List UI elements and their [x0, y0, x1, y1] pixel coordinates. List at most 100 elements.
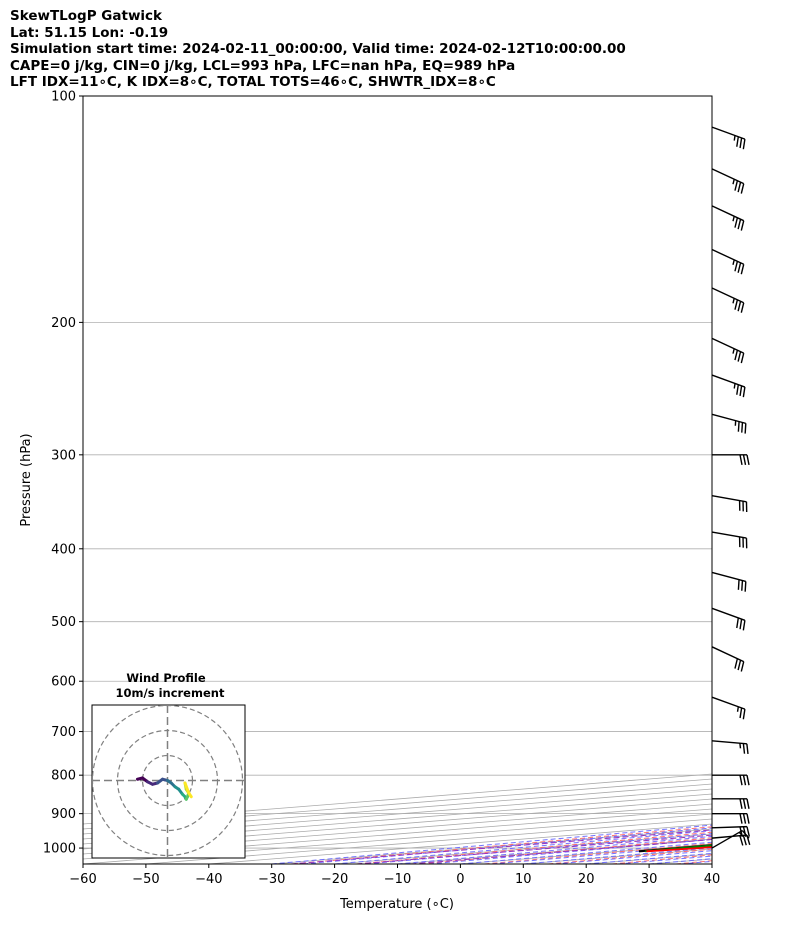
barb-flag — [740, 661, 745, 672]
barb-flag — [734, 180, 739, 191]
moist-adiabat-line — [366, 833, 712, 864]
barb-flag — [742, 775, 747, 786]
thermo-indices: LFT IDX=11∘C, K IDX=8∘C, TOTAL TOTS=46∘C… — [10, 74, 496, 90]
wind-barb — [711, 374, 746, 398]
barb-flag — [737, 579, 740, 590]
y-tick-label: 800 — [51, 769, 76, 784]
barb-staff — [711, 696, 746, 710]
wind-barb — [712, 798, 750, 809]
barb-staff — [711, 374, 746, 388]
hodograph-segment — [187, 791, 193, 799]
barb-flag — [742, 826, 747, 837]
barb-staff — [711, 834, 747, 839]
x-tick-label: −20 — [321, 872, 348, 887]
barb-half-flag — [732, 179, 735, 185]
moist-adiabat-line — [303, 827, 712, 864]
barb-flag — [740, 183, 745, 194]
y-tick-label: 700 — [51, 725, 76, 740]
barb-flag — [742, 620, 746, 631]
barb-flag — [739, 619, 743, 630]
x-axis-label: Temperature (∘C) — [339, 897, 454, 912]
barb-flag — [742, 138, 746, 150]
parcel-profile-line — [638, 844, 712, 853]
isotherm-line — [334, 833, 712, 864]
barb-flag — [740, 220, 745, 231]
moist-adiabat-line — [554, 850, 712, 864]
barb-flag — [746, 454, 750, 465]
barb-flag — [744, 423, 747, 434]
wind-barb — [711, 571, 747, 592]
simulation-times: Simulation start time: 2024-02-11_00:00:… — [10, 41, 626, 57]
isotherm-line — [271, 828, 712, 864]
x-tick-label: 10 — [515, 872, 532, 887]
wind-barb — [711, 413, 747, 434]
inset-subtitle: 10m/s increment — [116, 686, 225, 700]
barb-staff — [711, 248, 745, 265]
barb-flag — [737, 182, 742, 193]
barb-flag — [742, 709, 746, 720]
x-tick-label: −50 — [132, 872, 159, 887]
x-tick-label: 0 — [456, 872, 464, 887]
moist-adiabat-line — [586, 852, 712, 864]
hodograph-plot — [92, 705, 245, 858]
moist-adiabat-line — [428, 838, 712, 864]
barb-flag — [739, 813, 743, 824]
wind-barb — [711, 248, 745, 275]
dry-adiabat-line — [356, 831, 712, 864]
barb-half-flag — [736, 706, 740, 712]
barb-staff — [711, 825, 748, 829]
barb-flag — [739, 137, 743, 149]
y-tick-label: 400 — [51, 542, 76, 557]
wind-barb — [711, 168, 745, 194]
isotherm-line — [397, 838, 712, 864]
barb-flag — [746, 813, 750, 824]
barb-flag — [740, 352, 745, 364]
isotherm-line — [649, 858, 712, 864]
barb-staff — [711, 740, 747, 745]
wind-barb — [711, 531, 748, 549]
y-tick-label: 900 — [51, 807, 76, 822]
y-tick-label: 500 — [51, 615, 76, 630]
dry-adiabat-line — [420, 837, 712, 864]
mixing-ratio-line — [356, 834, 712, 864]
wind-barb — [711, 126, 746, 150]
barb-staff — [711, 205, 745, 222]
y-axis-label: Pressure (hPa) — [19, 433, 34, 526]
barb-flag — [737, 262, 742, 273]
barb-half-flag — [732, 216, 735, 222]
x-tick-label: −30 — [258, 872, 285, 887]
barb-flag — [737, 219, 742, 230]
x-tick-label: 20 — [578, 872, 595, 887]
wind-barb — [711, 696, 746, 720]
x-tick-label: −40 — [195, 872, 222, 887]
hodograph-segment — [183, 781, 191, 795]
barb-flag — [737, 351, 742, 362]
barb-flag — [746, 834, 751, 846]
moist-adiabat-line — [617, 855, 712, 864]
barb-flag — [742, 813, 747, 824]
wind-barb — [711, 646, 745, 672]
barb-flag — [739, 385, 743, 397]
barb-staff — [711, 413, 746, 425]
barb-flag — [740, 264, 745, 275]
barb-flag — [746, 826, 751, 837]
barb-staff — [711, 168, 745, 185]
barb-flag — [734, 299, 739, 310]
barb-staff — [711, 829, 743, 849]
barb-staff — [711, 126, 746, 140]
barb-flag — [736, 384, 740, 395]
y-tick-label: 1000 — [43, 842, 76, 857]
barb-flag — [736, 617, 740, 629]
barb-flag — [734, 349, 739, 361]
wind-barb — [711, 287, 745, 313]
stability-indices: CAPE=0 j/kg, CIN=0 j/kg, LCL=993 hPa, LF… — [10, 57, 516, 74]
barb-flag — [739, 707, 743, 719]
y-tick-label: 200 — [51, 316, 76, 331]
barb-flag — [737, 659, 742, 671]
dry-adiabat-line — [675, 860, 712, 864]
x-tick-label: 30 — [641, 872, 658, 887]
barb-half-flag — [733, 383, 736, 389]
wind-barb — [711, 834, 751, 846]
barb-flag — [739, 835, 744, 846]
